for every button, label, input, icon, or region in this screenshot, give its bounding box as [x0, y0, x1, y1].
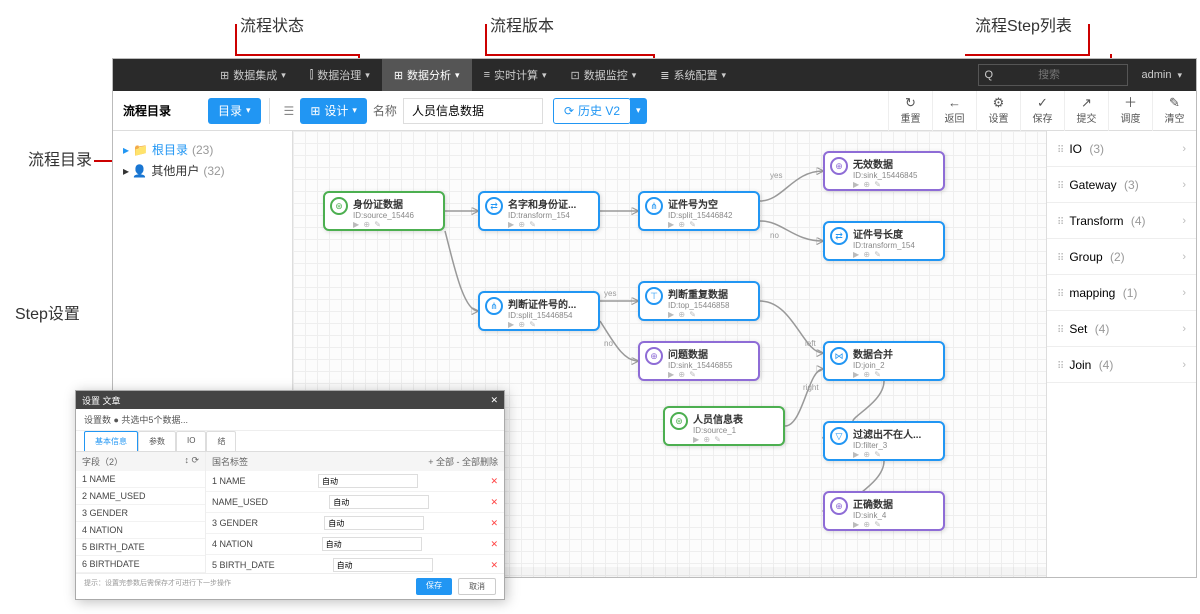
flow-node[interactable]: ⊤判断重复数据ID:top_15446858▶ ⊕ ✎ [638, 281, 760, 321]
history-dropdown[interactable]: ▾ [630, 98, 647, 124]
field-row[interactable]: 5 BIRTH_DATE [76, 539, 205, 556]
modal-header: 设置 文章 ✕ [76, 391, 504, 409]
flow-node[interactable]: ⇄证件号长度ID:transform_154▶ ⊕ ✎ [823, 221, 945, 261]
toolbar-action[interactable]: ⚙设置 [976, 91, 1020, 131]
flow-node[interactable]: ⇄名字和身份证...ID:transform_154▶ ⊕ ✎ [478, 191, 600, 231]
sidebar-title: 流程目录 [113, 102, 208, 119]
step-category-panel: ⠿IO (3)›⠿Gateway (3)›⠿Transform (4)›⠿Gro… [1046, 131, 1196, 577]
callout-line [485, 54, 655, 56]
edge-label: right [803, 383, 819, 392]
edge-label: yes [770, 171, 782, 180]
toolbar-action[interactable]: ↻重置 [888, 91, 932, 131]
cancel-button[interactable]: 取消 [458, 578, 496, 595]
top-nav: ⊞数据集成▾ ⫿数据治理▾ ⊞数据分析▾ ≡实时计算▾ ⊡数据监控▾ ≣系统配置… [113, 59, 1196, 91]
callout-status: 流程状态 [240, 12, 304, 36]
tab-basic[interactable]: 基本信息 [84, 431, 138, 451]
flow-node[interactable]: ⊕无效数据ID:sink_15446845▶ ⊕ ✎ [823, 151, 945, 191]
flow-node[interactable]: ⊕问题数据ID:sink_15446855▶ ⊕ ✎ [638, 341, 760, 381]
flow-node[interactable]: ⊛身份证数据ID:source_15446▶ ⊕ ✎ [323, 191, 445, 231]
field-row[interactable]: 6 BIRTHDATE [76, 556, 205, 573]
flow-node[interactable]: ⋔判断证件号的...ID:split_15446854▶ ⊕ ✎ [478, 291, 600, 331]
edge-label: no [770, 231, 779, 240]
field-row[interactable]: 3 GENDER [76, 505, 205, 522]
flow-node[interactable]: ⊛人员信息表ID:source_1▶ ⊕ ✎ [663, 406, 785, 446]
step-category[interactable]: ⠿Set (4)› [1047, 311, 1196, 347]
field-row[interactable]: 4 NATION [76, 522, 205, 539]
toolbar-action[interactable]: ↗提交 [1064, 91, 1108, 131]
mapping-row[interactable]: 5 BIRTH_DATE✕ [206, 555, 504, 573]
catalog-button[interactable]: 目录▾ [208, 98, 261, 124]
callout-stepsetting: Step设置 [15, 300, 80, 324]
callout-line [235, 54, 360, 56]
mapping-row[interactable]: 3 GENDER✕ [206, 513, 504, 534]
edge-label: left [805, 339, 816, 348]
history-button[interactable]: ⟳历史 V2 [553, 98, 631, 124]
tree-root[interactable]: ▸ 📁 根目录 (23) [119, 139, 286, 160]
callout-line [1088, 24, 1090, 54]
step-category[interactable]: ⠿IO (3)› [1047, 131, 1196, 167]
tree-other-users[interactable]: ▸ 👤 其他用户 (32) [119, 160, 286, 181]
modal-tabs: 基本信息 参数 IO 结 [76, 431, 504, 451]
toolbar-action[interactable]: ✎清空 [1152, 91, 1196, 131]
modal-footer: 提示：设置完参数后需保存才可进行下一步操作 保存 取消 [76, 573, 504, 599]
tab-io[interactable]: IO [176, 431, 206, 451]
step-category[interactable]: ⠿Gateway (3)› [1047, 167, 1196, 203]
search-icon: Q [985, 69, 994, 81]
tab-result[interactable]: 结 [206, 431, 236, 451]
callout-steplist: 流程Step列表 [975, 12, 1072, 36]
toolbar: 流程目录 目录▾ ☰ ⊞设计▾ 名称 ⟳历史 V2 ▾ ↻重置←返回⚙设置✓保存… [113, 91, 1196, 131]
close-icon[interactable]: ✕ [490, 395, 498, 406]
step-category[interactable]: ⠿Transform (4)› [1047, 203, 1196, 239]
flow-node[interactable]: ⋔证件号为空ID:split_15446842▶ ⊕ ✎ [638, 191, 760, 231]
mapping-row[interactable]: 1 NAME✕ [206, 471, 504, 492]
modal-subtitle: 设置数 ● 共选中5个数据... [76, 409, 504, 431]
toolbar-action[interactable]: ✓保存 [1020, 91, 1064, 131]
name-label: 名称 [373, 102, 397, 119]
nav-monitor[interactable]: ⊡数据监控▾ [559, 59, 649, 91]
modal-left-list: 字段（2）↕ ⟳ 1 NAME2 NAME_USED3 GENDER4 NATI… [76, 452, 206, 573]
edge-label: no [604, 339, 613, 348]
flow-node[interactable]: ⋈数据合并ID:join_2▶ ⊕ ✎ [823, 341, 945, 381]
step-category[interactable]: ⠿Group (2)› [1047, 239, 1196, 275]
field-row[interactable]: 2 NAME_USED [76, 488, 205, 505]
tab-param[interactable]: 参数 [138, 431, 176, 451]
callout-line [965, 54, 1090, 56]
callout-line [235, 24, 237, 54]
nav-sysconfig[interactable]: ≣系统配置▾ [648, 59, 738, 91]
nav-data-analysis[interactable]: ⊞数据分析▾ [382, 59, 472, 91]
toolbar-action[interactable]: ＋调度 [1108, 91, 1152, 131]
toolbar-action[interactable]: ←返回 [932, 91, 976, 131]
user-menu[interactable]: admin▾ [1128, 69, 1197, 81]
flow-node[interactable]: ⊕正确数据ID:sink_4▶ ⊕ ✎ [823, 491, 945, 531]
callout-version: 流程版本 [490, 12, 554, 36]
search-box[interactable]: Q [978, 64, 1128, 86]
mapping-row[interactable]: 4 NATION✕ [206, 534, 504, 555]
flow-name-input[interactable] [403, 98, 543, 124]
list-icon[interactable]: ☰ [284, 104, 295, 118]
step-category[interactable]: ⠿mapping (1)› [1047, 275, 1196, 311]
modal-right-list: 国名标签+ 全部 - 全部删除 1 NAME✕NAME_USED✕3 GENDE… [206, 452, 504, 573]
nav-realtime[interactable]: ≡实时计算▾ [472, 59, 559, 91]
step-settings-modal: 设置 文章 ✕ 设置数 ● 共选中5个数据... 基本信息 参数 IO 结 字段… [75, 390, 505, 600]
search-input[interactable] [999, 69, 1099, 81]
field-row[interactable]: 1 NAME [76, 471, 205, 488]
callout-line [485, 24, 487, 54]
callout-catalog: 流程目录 [28, 146, 92, 170]
mapping-row[interactable]: NAME_USED✕ [206, 492, 504, 513]
save-button[interactable]: 保存 [416, 578, 452, 595]
design-button[interactable]: ⊞设计▾ [300, 98, 367, 124]
nav-data-integration[interactable]: ⊞数据集成▾ [208, 59, 298, 91]
nav-data-governance[interactable]: ⫿数据治理▾ [298, 59, 382, 91]
edge-label: yes [604, 289, 616, 298]
step-category[interactable]: ⠿Join (4)› [1047, 347, 1196, 383]
flow-node[interactable]: ▽过滤出不在人...ID:filter_3▶ ⊕ ✎ [823, 421, 945, 461]
